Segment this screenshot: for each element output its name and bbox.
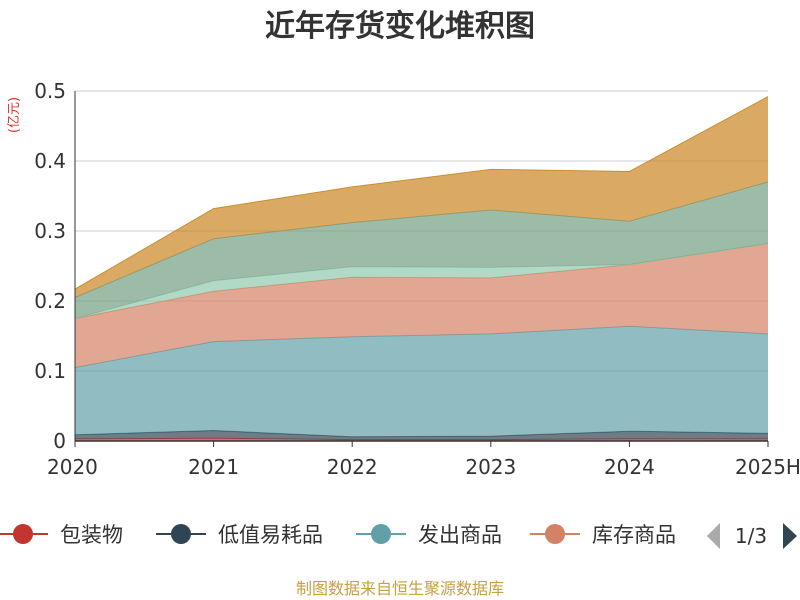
legend-label: 低值易耗品 (218, 523, 323, 547)
x-tick-label: 2022 (327, 455, 378, 479)
x-tick-label: 2023 (465, 455, 516, 479)
y-tick-label: 0.4 (34, 149, 66, 173)
legend-label: 包装物 (60, 523, 123, 547)
legend-swatch-dot (371, 524, 391, 544)
x-tick-label: 2021 (188, 455, 239, 479)
legend-prev-page-icon[interactable] (707, 523, 720, 549)
legend-label: 库存商品 (592, 523, 676, 547)
legend-item[interactable]: 低值易耗品 (156, 523, 323, 547)
x-tick-label: 2024 (604, 455, 655, 479)
legend-item[interactable]: 库存商品 (530, 523, 676, 547)
area-series-3[interactable] (75, 243, 768, 368)
x-tick-label: 2020 (47, 455, 98, 479)
area-series-6[interactable] (75, 96, 768, 298)
legend-pager: 1/3 (707, 523, 797, 549)
axes: 0 0.1 0.2 0.3 0.4 0.5 2020 2021 2022 2023 2024 2025… (34, 79, 800, 479)
legend-item[interactable]: 包装物 (0, 523, 123, 547)
legend-swatch-dot (171, 524, 191, 544)
legend[interactable]: 包装物 低值易耗品 发出商品 库存商品 (0, 523, 676, 547)
legend-item[interactable]: 发出商品 (356, 523, 502, 547)
area-series-2[interactable] (75, 326, 768, 437)
x-tick-label: 2025H (735, 455, 800, 479)
y-tick-label: 0 (53, 429, 66, 453)
y-tick-label: 0.3 (34, 219, 66, 243)
legend-swatch-dot (545, 524, 565, 544)
legend-swatch-dot (13, 524, 33, 544)
y-axis-unit: (亿元) (7, 97, 22, 133)
legend-label: 发出商品 (418, 523, 502, 547)
y-tick-label: 0.1 (34, 359, 66, 383)
area-series-edge (74, 96, 769, 290)
data-source-note: 制图数据来自恒生聚源数据库 (296, 579, 504, 598)
area-series-5[interactable] (75, 182, 768, 319)
chart-title: 近年存货变化堆积图 (265, 9, 535, 44)
y-tick-label: 0.2 (34, 289, 66, 313)
y-tick-label: 0.5 (34, 79, 66, 103)
legend-next-page-icon[interactable] (783, 523, 797, 549)
area-series (74, 96, 769, 441)
legend-page-indicator: 1/3 (735, 524, 767, 548)
